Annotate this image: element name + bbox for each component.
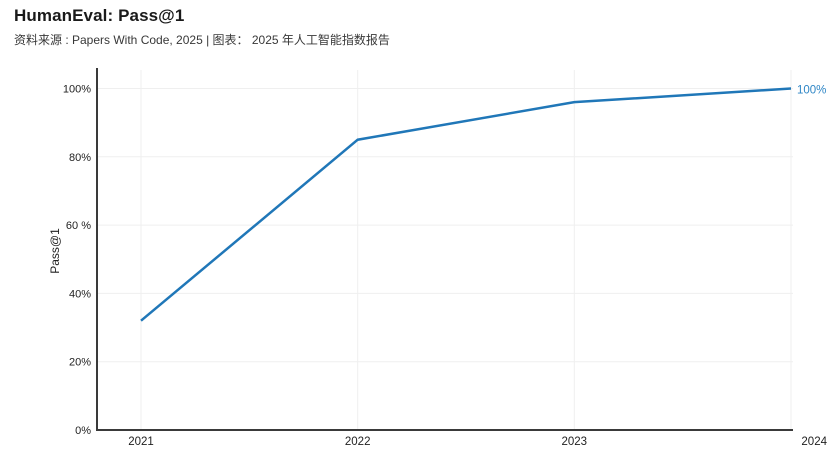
x-tick-label: 2024 bbox=[801, 436, 827, 448]
x-tick-label: 2021 bbox=[128, 436, 154, 448]
y-tick-label: 100% bbox=[63, 84, 91, 96]
y-tick-label: 20% bbox=[69, 357, 91, 369]
y-tick-label: 0% bbox=[75, 425, 91, 437]
chart-source-caption: 资料来源 : Papers With Code, 2025 | 图表： 2025… bbox=[14, 33, 390, 47]
x-tick-label: 2023 bbox=[562, 436, 588, 448]
y-axis-title: Pass@1 bbox=[48, 228, 62, 274]
x-tick-label: 2022 bbox=[345, 436, 371, 448]
pass-at-1-line bbox=[140, 87, 792, 322]
y-tick-label: 60 % bbox=[66, 220, 91, 232]
y-tick-label: 80% bbox=[69, 152, 91, 164]
y-tick-label: 40% bbox=[69, 288, 91, 300]
end-value-label: 100% bbox=[797, 85, 826, 97]
chart-title: HumanEval: Pass@1 bbox=[14, 6, 185, 25]
